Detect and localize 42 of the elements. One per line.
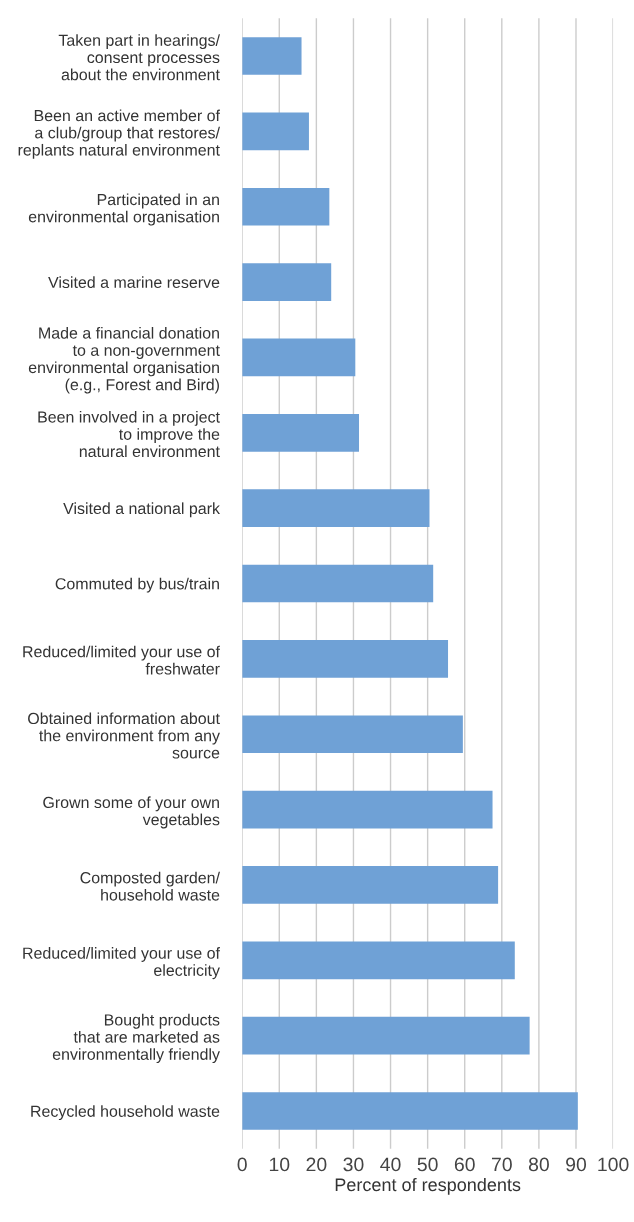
y-tick-label: Been an active member of a club/group that restores/ replants natural environment xyxy=(18,109,220,159)
y-tick-label: Composted garden/ household waste xyxy=(80,871,220,901)
x-tick-label: 40 xyxy=(380,1157,401,1172)
bar xyxy=(242,112,309,151)
y-tick-label: Reduced/limited your use of electricity xyxy=(23,947,220,980)
x-tick-label: 80 xyxy=(528,1157,549,1172)
y-tick-label: Grown some of your own vegetables xyxy=(43,796,220,829)
bar xyxy=(242,790,493,829)
y-tick-label: Visited a national park xyxy=(63,502,220,518)
y-tick-label: Visited a marine reserve xyxy=(48,276,220,289)
x-tick-label: 100 xyxy=(598,1157,629,1172)
bar xyxy=(242,640,449,678)
x-tick-label: 20 xyxy=(306,1157,327,1172)
bar xyxy=(242,489,430,527)
y-tick-label: Participated in an environmental organisation xyxy=(28,193,219,226)
x-tick-label: 60 xyxy=(454,1157,475,1172)
y-tick-label: Made a financial donation to a non-government environmental organisation (e.g., Forest and Bird) xyxy=(28,327,220,394)
bar xyxy=(242,37,302,75)
x-tick-label: 50 xyxy=(417,1157,438,1172)
x-tick-label: 0 xyxy=(237,1157,247,1172)
y-tick-label: Obtained information about the environment from any source xyxy=(28,712,220,759)
x-tick-label: 30 xyxy=(343,1157,364,1172)
bar xyxy=(242,1092,578,1130)
bar xyxy=(242,263,332,301)
bar xyxy=(242,413,360,452)
bar xyxy=(242,715,463,754)
x-tick-label: 90 xyxy=(566,1157,587,1172)
y-tick-label: Recycled household waste xyxy=(31,1105,220,1121)
y-tick-label: Commuted by bus/train xyxy=(55,577,219,593)
bar xyxy=(242,187,330,226)
x-tick-label: 70 xyxy=(491,1157,512,1172)
x-tick-label: 10 xyxy=(269,1157,290,1172)
bar xyxy=(242,338,356,377)
y-tick-label: Taken part in hearings/ consent processes about the environment xyxy=(58,34,220,81)
y-tick-label: Reduced/limited your use of freshwater xyxy=(23,645,220,675)
bar xyxy=(242,564,434,603)
bar xyxy=(242,866,499,904)
bar xyxy=(242,941,515,980)
y-tick-label: Bought products that are marketed as environmentally friendly xyxy=(52,1013,220,1064)
y-tick-label: Been involved in a project to improve the natural environment xyxy=(38,410,220,458)
x-axis-title: Percent of respondents xyxy=(335,1177,521,1195)
bar xyxy=(242,1016,530,1055)
